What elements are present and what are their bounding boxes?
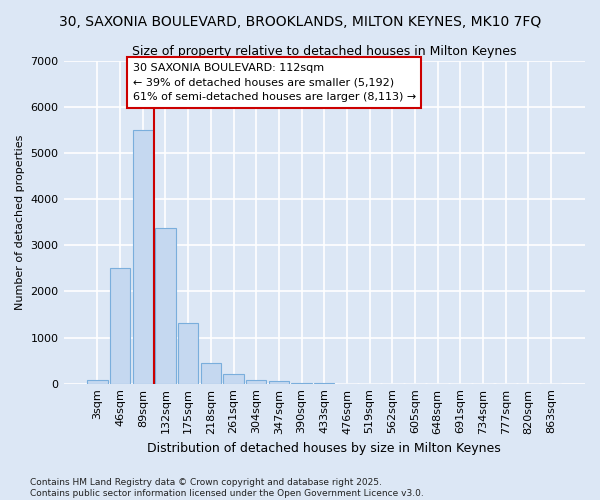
Bar [269, 382, 289, 384]
Bar [110, 268, 130, 384]
Bar [133, 130, 153, 384]
Bar [246, 380, 266, 384]
Bar [200, 363, 221, 384]
Y-axis label: Number of detached properties: Number of detached properties [15, 134, 25, 310]
Bar [87, 380, 107, 384]
Text: 30, SAXONIA BOULEVARD, BROOKLANDS, MILTON KEYNES, MK10 7FQ: 30, SAXONIA BOULEVARD, BROOKLANDS, MILTO… [59, 15, 541, 29]
Title: Size of property relative to detached houses in Milton Keynes: Size of property relative to detached ho… [132, 45, 517, 58]
Bar [223, 374, 244, 384]
Bar [178, 323, 199, 384]
X-axis label: Distribution of detached houses by size in Milton Keynes: Distribution of detached houses by size … [148, 442, 501, 455]
Text: 30 SAXONIA BOULEVARD: 112sqm
← 39% of detached houses are smaller (5,192)
61% of: 30 SAXONIA BOULEVARD: 112sqm ← 39% of de… [133, 63, 416, 102]
Text: Contains HM Land Registry data © Crown copyright and database right 2025.
Contai: Contains HM Land Registry data © Crown c… [30, 478, 424, 498]
Bar [155, 228, 176, 384]
